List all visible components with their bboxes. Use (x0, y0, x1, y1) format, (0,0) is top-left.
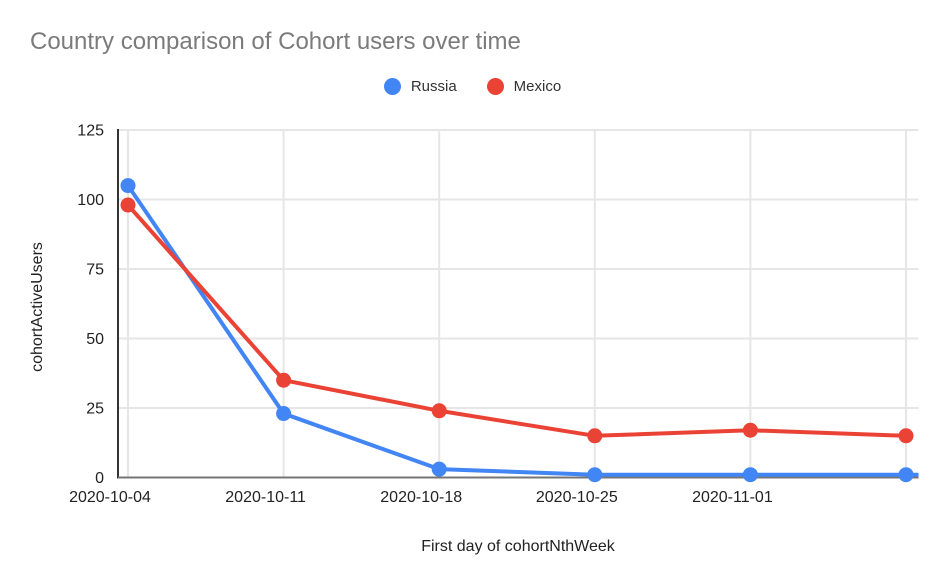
x-tick-label-4: 2020-11-01 (692, 489, 773, 506)
data-point-russia-4[interactable] (742, 467, 758, 483)
x-axis-title: First day of cohortNthWeek (421, 538, 615, 555)
y-tick-label-25: 25 (86, 401, 104, 418)
x-tick-label-0: 2020-10-04 (69, 489, 151, 506)
data-point-mexico-0[interactable] (120, 197, 136, 213)
legend-label-russia: Russia (410, 78, 457, 95)
y-tick-label-0: 0 (95, 470, 104, 487)
data-point-russia-3[interactable] (587, 467, 603, 483)
y-tick-label-50: 50 (86, 331, 104, 348)
y-tick-label-75: 75 (86, 262, 104, 279)
x-tick-label-1: 2020-10-11 (225, 489, 306, 506)
data-point-russia-2[interactable] (431, 461, 447, 477)
legend-swatch-russia-icon (383, 78, 401, 95)
chart-legend: Russia Mexico (0, 78, 945, 95)
legend-item-russia[interactable]: Russia (383, 78, 457, 95)
data-point-mexico-4[interactable] (742, 422, 758, 438)
x-tick-label-2: 2020-10-18 (380, 489, 462, 506)
legend-item-mexico[interactable]: Mexico (486, 78, 562, 95)
data-point-mexico-3[interactable] (587, 428, 603, 444)
data-point-mexico-2[interactable] (431, 403, 447, 419)
data-point-russia-0[interactable] (120, 178, 136, 194)
data-point-mexico-1[interactable] (276, 372, 292, 388)
data-point-russia-1[interactable] (276, 406, 292, 422)
chart-title: Country comparison of Cohort users over … (30, 28, 521, 55)
data-point-russia-5[interactable] (898, 467, 914, 483)
data-point-mexico-5[interactable] (898, 428, 914, 444)
y-tick-label-125: 125 (77, 123, 104, 140)
legend-label-mexico: Mexico (513, 78, 562, 95)
y-tick-label-100: 100 (77, 192, 104, 209)
legend-swatch-mexico-icon (486, 78, 504, 95)
series-line-mexico[interactable] (126, 203, 907, 438)
x-tick-label-3: 2020-10-25 (536, 489, 618, 506)
y-axis-title-text: cohortActiveUsers (29, 242, 47, 372)
